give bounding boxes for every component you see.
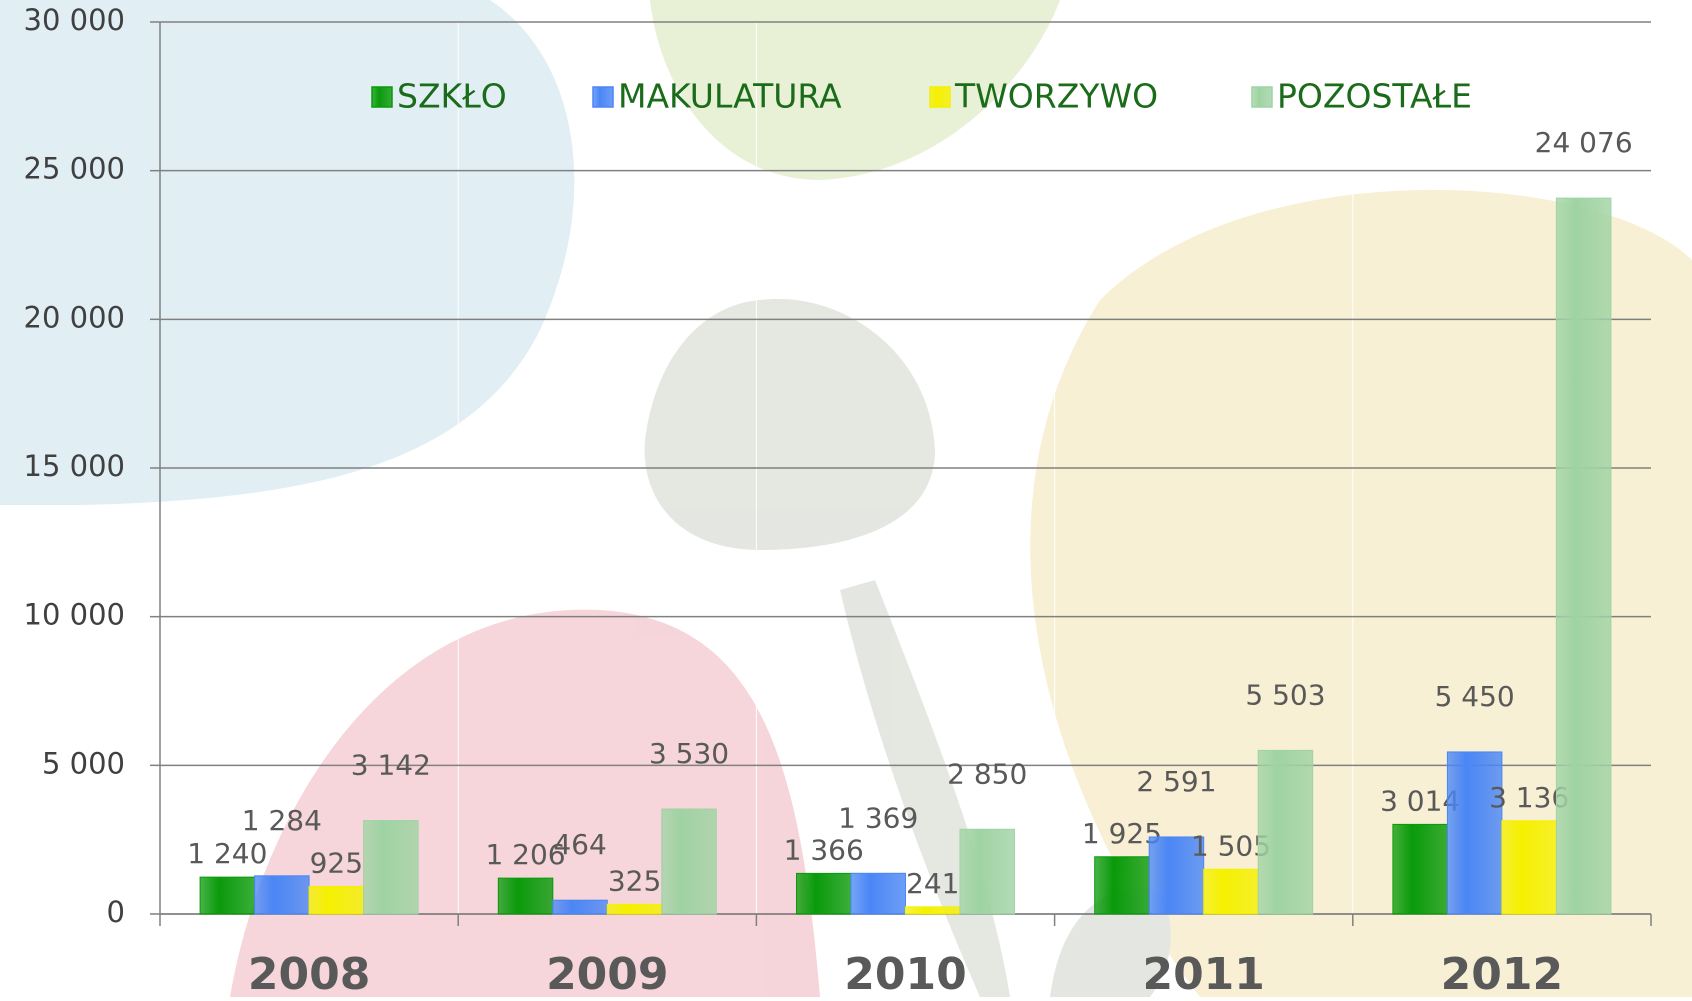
bar	[606, 903, 663, 915]
value-label: 2 850	[947, 757, 1027, 790]
bar	[254, 875, 310, 915]
value-label: 925	[310, 846, 363, 879]
y-tick-label: 10 000	[24, 598, 125, 632]
bar	[850, 872, 906, 915]
value-label: 464	[553, 828, 606, 861]
x-tick-label: 2009	[546, 949, 668, 997]
bar	[1392, 823, 1448, 915]
value-label: 5 450	[1435, 680, 1515, 713]
value-label: 1 505	[1191, 829, 1271, 862]
y-tick-label: 15 000	[24, 449, 125, 483]
value-label: 3 530	[649, 737, 729, 770]
value-label: 325	[608, 864, 661, 897]
value-label: 1 369	[838, 801, 918, 834]
value-label: 1 284	[242, 804, 322, 837]
y-tick-label: 25 000	[24, 152, 125, 186]
bar	[552, 899, 608, 915]
legend-swatch	[929, 86, 951, 108]
value-label: 241	[906, 867, 959, 900]
legend-swatch	[592, 86, 614, 108]
legend-label: SZKŁO	[397, 77, 507, 116]
value-label: 3 136	[1489, 781, 1569, 814]
bar	[1501, 820, 1557, 915]
value-label: 3 014	[1380, 784, 1460, 817]
y-tick-label: 0	[107, 895, 125, 929]
bar	[661, 808, 717, 915]
bar	[308, 885, 365, 915]
bar	[905, 906, 961, 915]
legend-swatch	[371, 86, 393, 108]
x-tick-label: 2010	[844, 949, 966, 997]
bar	[497, 877, 554, 915]
x-tick-label: 2008	[248, 949, 370, 997]
legend-label: TWORZYWO	[954, 77, 1158, 116]
value-label: 1 240	[187, 837, 267, 870]
bar	[1257, 749, 1314, 915]
bar	[199, 876, 256, 915]
bar	[796, 872, 852, 915]
x-tick-label: 2012	[1441, 949, 1563, 997]
value-label: 1 206	[485, 838, 565, 871]
x-tick-label: 2011	[1142, 949, 1264, 997]
bar	[959, 828, 1015, 915]
legend-label: MAKULATURA	[618, 77, 842, 116]
value-label: 5 503	[1245, 678, 1325, 711]
bar	[1094, 856, 1150, 915]
y-tick-label: 30 000	[24, 3, 125, 37]
bar	[1555, 197, 1612, 915]
y-tick-label: 20 000	[24, 300, 125, 334]
y-tick-label: 5 000	[42, 746, 125, 780]
value-label: 3 142	[351, 749, 431, 782]
bar	[1203, 868, 1259, 915]
value-label: 24 076	[1535, 126, 1633, 159]
legend-label: POZOSTAŁE	[1277, 77, 1472, 116]
value-label: 1 925	[1082, 817, 1162, 850]
bar	[363, 820, 419, 915]
value-label: 2 591	[1136, 765, 1216, 798]
bar	[1446, 751, 1503, 915]
value-label: 1 366	[784, 833, 864, 866]
legend-swatch	[1251, 86, 1273, 108]
